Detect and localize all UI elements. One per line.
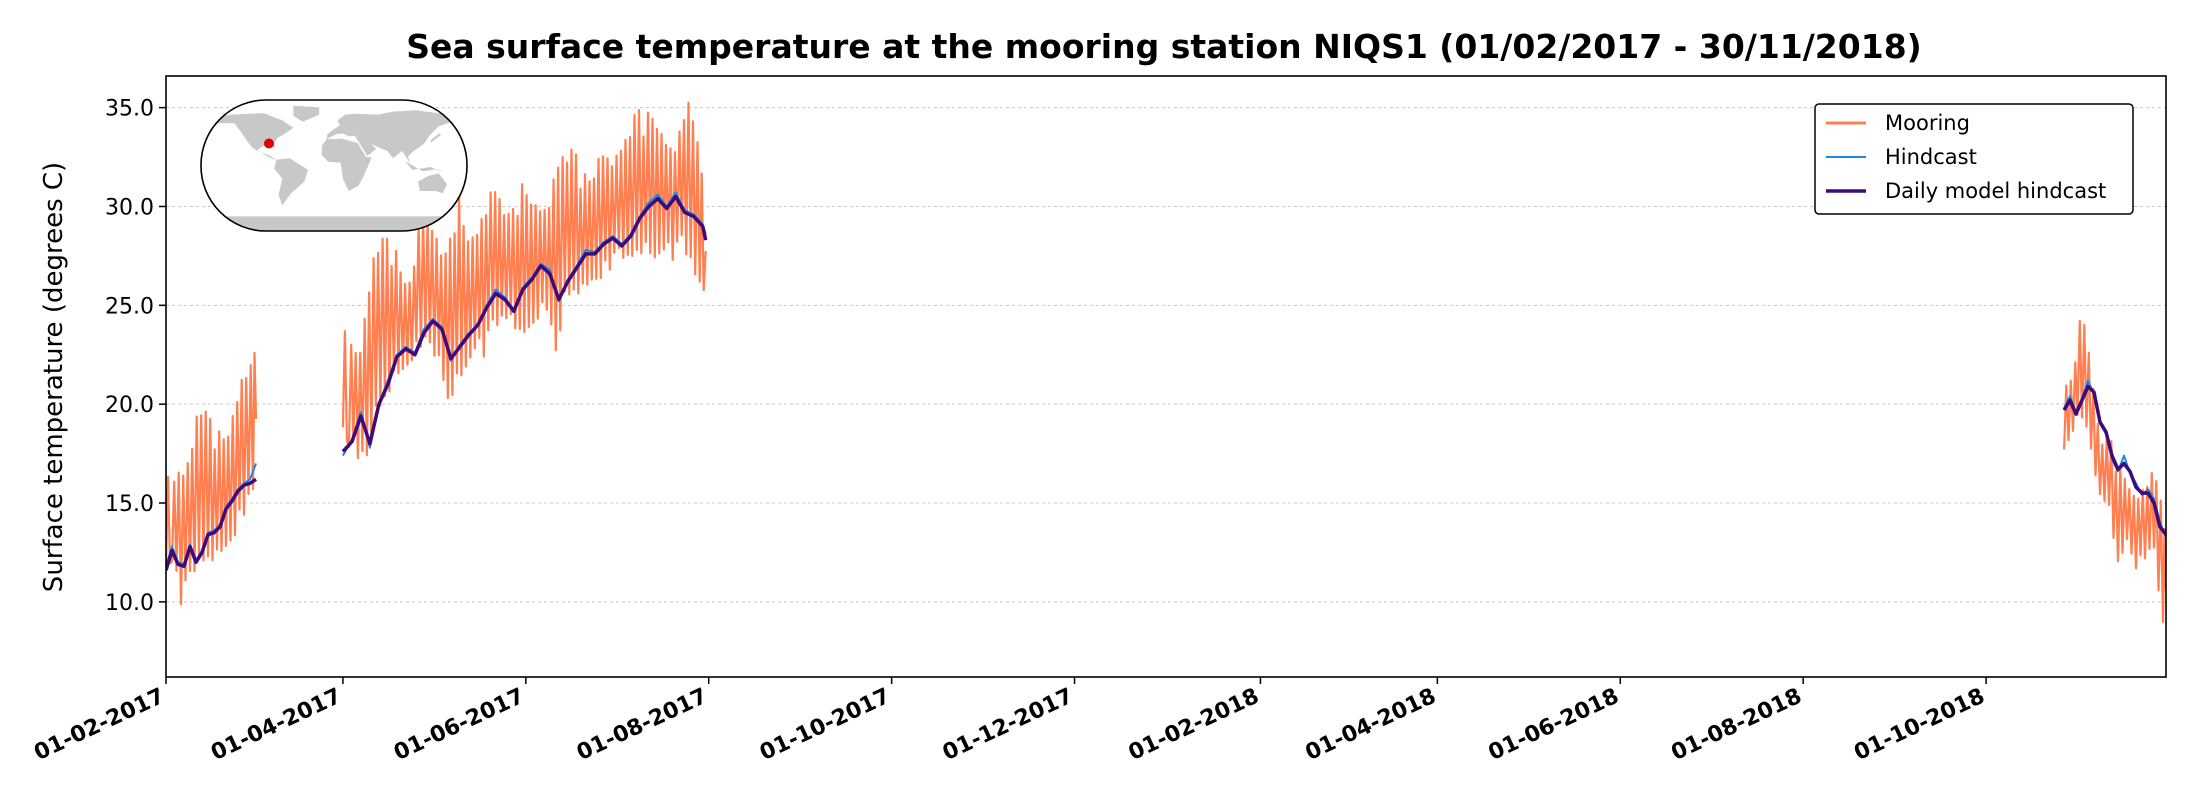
landmass bbox=[321, 138, 372, 191]
y-tick-label: 35.0 bbox=[105, 97, 154, 122]
y-axis-label: Surface temperature (degrees C) bbox=[39, 162, 69, 592]
landmass bbox=[326, 110, 467, 164]
world-landmass bbox=[201, 105, 467, 231]
series-line-daily-model-hindcast bbox=[166, 477, 257, 571]
legend: Mooring Hindcast Daily model hindcast bbox=[1814, 103, 2134, 215]
landmass bbox=[209, 113, 294, 160]
series-line-daily-model-hindcast bbox=[341, 194, 708, 453]
landmass bbox=[201, 216, 467, 231]
series-line-mooring bbox=[341, 101, 707, 460]
chart-title: Sea surface temperature at the mooring s… bbox=[406, 27, 1922, 66]
y-tick-label: 10.0 bbox=[105, 591, 154, 616]
series-line-mooring bbox=[2063, 319, 2166, 624]
landmass bbox=[404, 161, 445, 173]
y-tick-label: 20.0 bbox=[105, 393, 154, 418]
legend-box bbox=[1814, 103, 2134, 215]
legend-label-hindcast: Hindcast bbox=[1885, 145, 1977, 169]
landmass bbox=[274, 158, 309, 206]
legend-label-mooring: Mooring bbox=[1885, 111, 1970, 135]
y-tick-label: 15.0 bbox=[105, 492, 154, 517]
legend-label-daily-model-hindcast: Daily model hindcast bbox=[1885, 179, 2106, 203]
landmass bbox=[418, 173, 448, 194]
y-tick-label: 30.0 bbox=[105, 195, 154, 220]
mooring-location-marker bbox=[263, 138, 274, 149]
y-tick-label: 25.0 bbox=[105, 294, 154, 319]
landmass bbox=[293, 105, 320, 122]
series-line-mooring bbox=[166, 351, 258, 606]
series-line-daily-model-hindcast bbox=[2062, 384, 2166, 536]
landmass bbox=[430, 133, 442, 143]
inset-world-map bbox=[200, 99, 468, 232]
series-layer bbox=[166, 101, 2166, 624]
y-axis: 10.0 15.0 20.0 25.0 30.0 35.0 bbox=[105, 97, 166, 616]
plot-area-frame bbox=[165, 75, 2167, 678]
